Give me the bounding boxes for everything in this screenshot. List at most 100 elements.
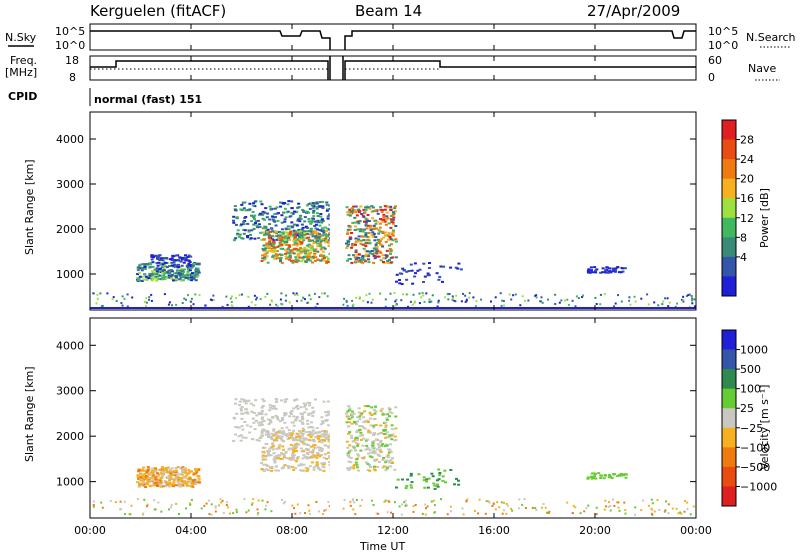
range-cell (461, 507, 464, 510)
range-cell (368, 242, 372, 244)
range-cell (360, 213, 364, 215)
range-cell (162, 257, 166, 260)
range-cell (468, 296, 471, 299)
range-cell (427, 477, 431, 480)
range-cell (309, 298, 312, 301)
range-cell (595, 513, 598, 516)
range-cell (385, 455, 389, 458)
range-cell (281, 440, 285, 442)
range-cell (318, 438, 322, 441)
range-cell (296, 294, 299, 296)
range-cell (328, 228, 331, 231)
range-cell (306, 232, 310, 235)
range-cell (372, 426, 376, 429)
colorbar-swatch (722, 198, 736, 219)
range-cell (260, 203, 264, 206)
range-cell (371, 446, 375, 449)
range-cell (309, 222, 313, 225)
range-cell (292, 223, 296, 226)
range-cell (237, 426, 241, 429)
range-cell (275, 465, 278, 468)
range-cell (348, 214, 352, 217)
range-cell (327, 446, 331, 449)
range-cell (273, 459, 277, 462)
range-cell (266, 449, 270, 452)
range-cell (318, 510, 320, 513)
range-cell (313, 292, 316, 295)
range-cell (247, 295, 250, 298)
range-cell (123, 297, 126, 300)
range-cell (404, 504, 407, 507)
range-cell (364, 255, 368, 258)
range-cell (303, 232, 307, 234)
range-cell (242, 228, 246, 231)
range-cell (389, 443, 393, 446)
range-cell (157, 261, 161, 264)
range-cell (259, 200, 263, 203)
range-cell (405, 270, 409, 273)
range-cell (150, 258, 154, 261)
range-cell (361, 230, 365, 233)
range-cell (244, 402, 248, 405)
range-cell (357, 469, 360, 472)
range-cell (187, 469, 191, 471)
range-cell (187, 478, 191, 480)
range-cell (442, 265, 446, 268)
range-cell (162, 274, 166, 277)
range-cell (287, 228, 291, 230)
range-cell (294, 512, 297, 515)
range-cell (151, 270, 155, 273)
range-cell (358, 434, 362, 437)
range-cell (343, 297, 346, 300)
range-cell (151, 273, 155, 276)
range-cell (165, 266, 169, 269)
range-cell (260, 260, 264, 262)
range-cell (366, 238, 370, 241)
range-cell (262, 420, 266, 422)
range-cell (183, 274, 187, 277)
range-cell (139, 476, 143, 479)
range-cell (189, 255, 193, 258)
range-cell (272, 405, 276, 408)
range-cell (390, 428, 394, 431)
range-cell (265, 233, 269, 236)
range-cell (325, 201, 329, 204)
range-cell (376, 466, 380, 468)
range-cell (249, 425, 253, 428)
range-cell (175, 303, 178, 306)
freq-label-1: Freq. (10, 54, 37, 67)
range-cell (372, 224, 376, 227)
range-cell (179, 279, 183, 282)
range-cell (313, 232, 317, 235)
range-cell (370, 456, 374, 459)
range-cell (432, 499, 435, 502)
range-cell (410, 481, 414, 484)
range-cell (692, 505, 695, 508)
range-cell (148, 298, 150, 301)
range-cell (313, 454, 317, 457)
range-cell (299, 512, 302, 515)
range-cell (285, 398, 289, 401)
range-cell (285, 211, 289, 214)
range-cell (614, 267, 618, 270)
range-cell (424, 503, 427, 506)
range-cell (271, 407, 275, 410)
range-cell (150, 467, 154, 470)
range-cell (203, 504, 206, 507)
colorbar-tick-label: 28 (740, 134, 754, 147)
range-cell (422, 281, 425, 283)
range-cell (394, 415, 398, 418)
range-cell (307, 456, 311, 459)
range-cell (407, 305, 409, 308)
range-cell (305, 237, 309, 240)
range-cell (197, 270, 201, 273)
range-cell (648, 504, 650, 507)
colorbar-swatch (722, 159, 736, 180)
range-cell (276, 245, 280, 248)
range-cell (194, 272, 198, 275)
range-cell (264, 413, 268, 416)
range-cell (663, 510, 666, 513)
range-cell (92, 504, 95, 506)
range-cell (295, 444, 299, 447)
range-cell (238, 400, 242, 403)
